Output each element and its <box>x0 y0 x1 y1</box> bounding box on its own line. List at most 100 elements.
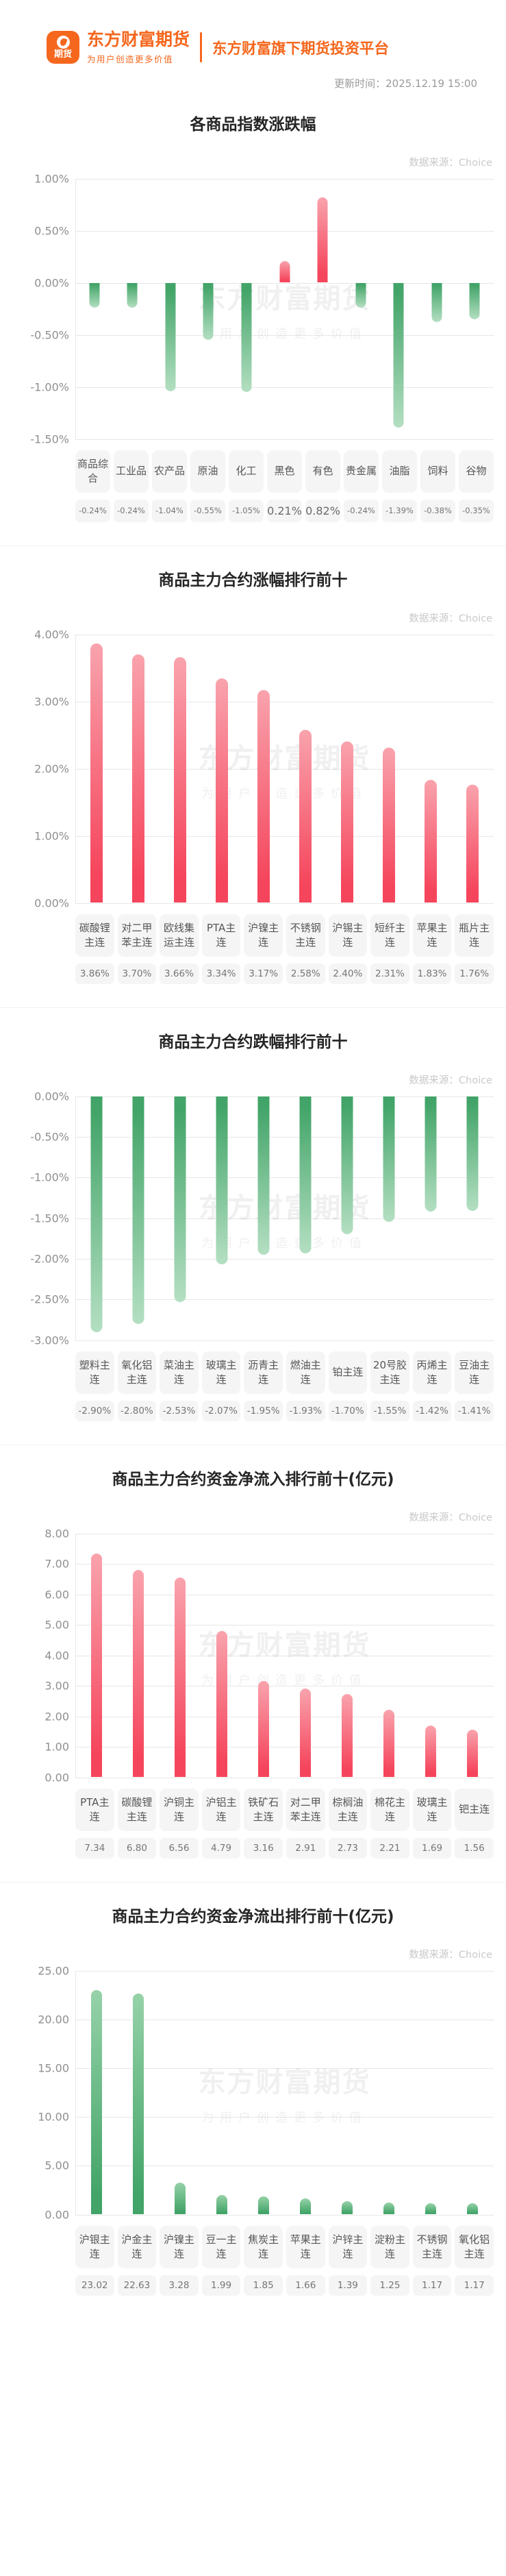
category-label: 铁矿石主连 <box>244 1788 283 1831</box>
bar-沪锡主连 <box>341 741 354 903</box>
category-label: 沪锡主连 <box>328 913 368 957</box>
bar-氧化铝主连 <box>132 1096 144 1324</box>
bar-不锈钢主连 <box>425 2203 437 2215</box>
value-label: 3.17% <box>244 963 283 984</box>
chart-section-4: 商品主力合约资金净流入排行前十(亿元) 数据来源：Choice 8.00 7.00 6.… <box>0 1444 506 1859</box>
category-label: 钯主连 <box>455 1788 494 1831</box>
category-label: 沪铜主连 <box>160 1788 199 1831</box>
gridline <box>75 178 494 180</box>
y-axis-tick: 1.00% <box>34 172 69 185</box>
value-row: 7.34 6.80 6.56 4.79 3.16 2.91 2.73 2.21 1.69 1.56 <box>75 1837 494 1859</box>
y-axis-tick: -0.50% <box>30 328 69 341</box>
y-axis-tick: 4.00 <box>45 1649 69 1662</box>
value-label: 3.86% <box>75 963 114 984</box>
chart-title: 商品主力合约涨幅排行前十 <box>158 571 348 589</box>
gridline <box>75 2117 494 2118</box>
value-label: 2.73 <box>328 1837 368 1859</box>
gridline <box>75 1136 494 1138</box>
value-label: -1.70% <box>328 1400 368 1421</box>
value-label: -1.05% <box>229 499 264 522</box>
value-label: -0.24% <box>114 499 149 522</box>
header: 期货 东方财富期货 为用户创造更多价值 东方财富旗下期货投资平台 更新时间：20… <box>0 0 506 90</box>
value-label: 1.69 <box>412 1837 452 1859</box>
category-label: 沪锌主连 <box>328 2225 368 2268</box>
y-axis-tick: 0.00 <box>45 1771 69 1784</box>
value-label: 1.99 <box>201 2274 241 2296</box>
value-label: 1.39 <box>328 2274 368 2296</box>
chart-plot: 1.00% 0.50% 0.00% -0.50% -1.00% -1.50% 东方财富期货为… <box>30 172 494 445</box>
gridline <box>75 903 494 904</box>
category-label: 工业品 <box>114 450 149 493</box>
value-row: -0.24% -0.24% -1.04% -0.55% -1.05% 0.21% 0.82%… <box>75 499 494 522</box>
value-label: 6.80 <box>117 1837 157 1859</box>
brand-slogan: 为用户创造更多价值 <box>87 53 174 64</box>
category-label: 油脂 <box>382 450 417 493</box>
value-label: 1.76% <box>455 963 494 984</box>
bar-对二甲苯主连 <box>300 1689 312 1778</box>
value-label: -1.39% <box>382 499 417 522</box>
value-label: -0.24% <box>344 499 379 522</box>
bar-PTA主连 <box>90 1553 102 1778</box>
charts-container: 各商品指数涨跌幅 数据来源：Choice 1.00% 0.50% 0.00% -0.50%… <box>0 90 506 2296</box>
data-source-label: 数据来源：Choice <box>409 157 492 169</box>
value-label: 2.58% <box>286 963 325 984</box>
bar-沪锌主连 <box>342 2200 353 2215</box>
bar-有色 <box>317 197 328 283</box>
y-axis-tick: 8.00 <box>45 1527 69 1540</box>
value-label: 1.17 <box>412 2274 452 2296</box>
y-axis-tick: -1.00% <box>30 1170 69 1184</box>
value-label: 7.34 <box>75 1837 114 1859</box>
y-axis-tick: 2.00% <box>34 762 69 775</box>
category-label: 农产品 <box>152 450 187 493</box>
value-label: -0.55% <box>190 499 225 522</box>
chart-title: 各商品指数涨跌幅 <box>190 115 316 134</box>
category-label: 氧化铝主连 <box>455 2225 494 2268</box>
value-label: 1.56 <box>455 1837 494 1859</box>
category-label: 瓶片主连 <box>455 913 494 957</box>
value-label: 1.17 <box>455 2274 494 2296</box>
chart-section-2: 商品主力合约涨幅排行前十 数据来源：Choice 4.00% 3.00% 2.00% 1.… <box>0 545 506 984</box>
bar-棕榈油主连 <box>342 1694 353 1778</box>
bar-谷物 <box>469 282 480 319</box>
y-axis-tick: -1.50% <box>30 432 69 445</box>
value-label: 3.16 <box>244 1837 283 1859</box>
bar-原油 <box>203 282 214 341</box>
y-axis-line <box>75 178 76 439</box>
category-label: 不锈钢主连 <box>286 913 325 957</box>
category-label: 塑料主连 <box>75 1351 114 1394</box>
gridline <box>75 1218 494 1219</box>
category-label: 贵金属 <box>344 450 379 493</box>
category-label: 玻璃主连 <box>412 1788 452 1831</box>
chart-plot: 25.00 20.00 15.00 10.00 5.00 0.00 东方财富期货 为用户创造更… <box>38 1964 494 2221</box>
bar-淀粉主连 <box>383 2202 395 2215</box>
bar-氧化铝主连 <box>467 2203 479 2215</box>
gridline <box>75 768 494 770</box>
value-label: 2.91 <box>286 1837 325 1859</box>
category-label: 谷物 <box>459 450 494 493</box>
bar-工业品 <box>127 282 138 308</box>
category-label: 焦炭主连 <box>244 2225 283 2268</box>
gridline <box>75 282 494 284</box>
value-label: -0.24% <box>75 499 110 522</box>
bar-菜油主连 <box>174 1096 186 1302</box>
leaf-icon <box>56 36 70 49</box>
gridline <box>75 439 494 440</box>
category-label: 有色 <box>305 450 340 493</box>
bar-玻璃主连 <box>425 1726 437 1778</box>
value-label: 4.79 <box>201 1837 241 1859</box>
y-axis-line <box>75 1096 76 1340</box>
bar-瓶片主连 <box>466 785 479 903</box>
value-label: 2.21 <box>370 1837 409 1859</box>
page: 期货 东方财富期货 为用户创造更多价值 东方财富旗下期货投资平台 更新时间：20… <box>0 0 506 2378</box>
bar-饲料 <box>431 282 442 323</box>
category-label: 棉花主连 <box>370 1788 409 1831</box>
category-label: 豆一主连 <box>201 2225 241 2268</box>
y-axis-line <box>75 1533 76 1778</box>
y-axis-line <box>75 1970 76 2215</box>
category-label: 苹果主连 <box>412 913 452 957</box>
gridline <box>75 1564 494 1565</box>
brand-row: 期货 东方财富期货 为用户创造更多价值 东方财富旗下期货投资平台 <box>47 30 492 65</box>
category-label: 商品综合 <box>75 450 110 493</box>
category-label: 20号胶主连 <box>370 1351 409 1394</box>
gridline <box>75 1258 494 1260</box>
